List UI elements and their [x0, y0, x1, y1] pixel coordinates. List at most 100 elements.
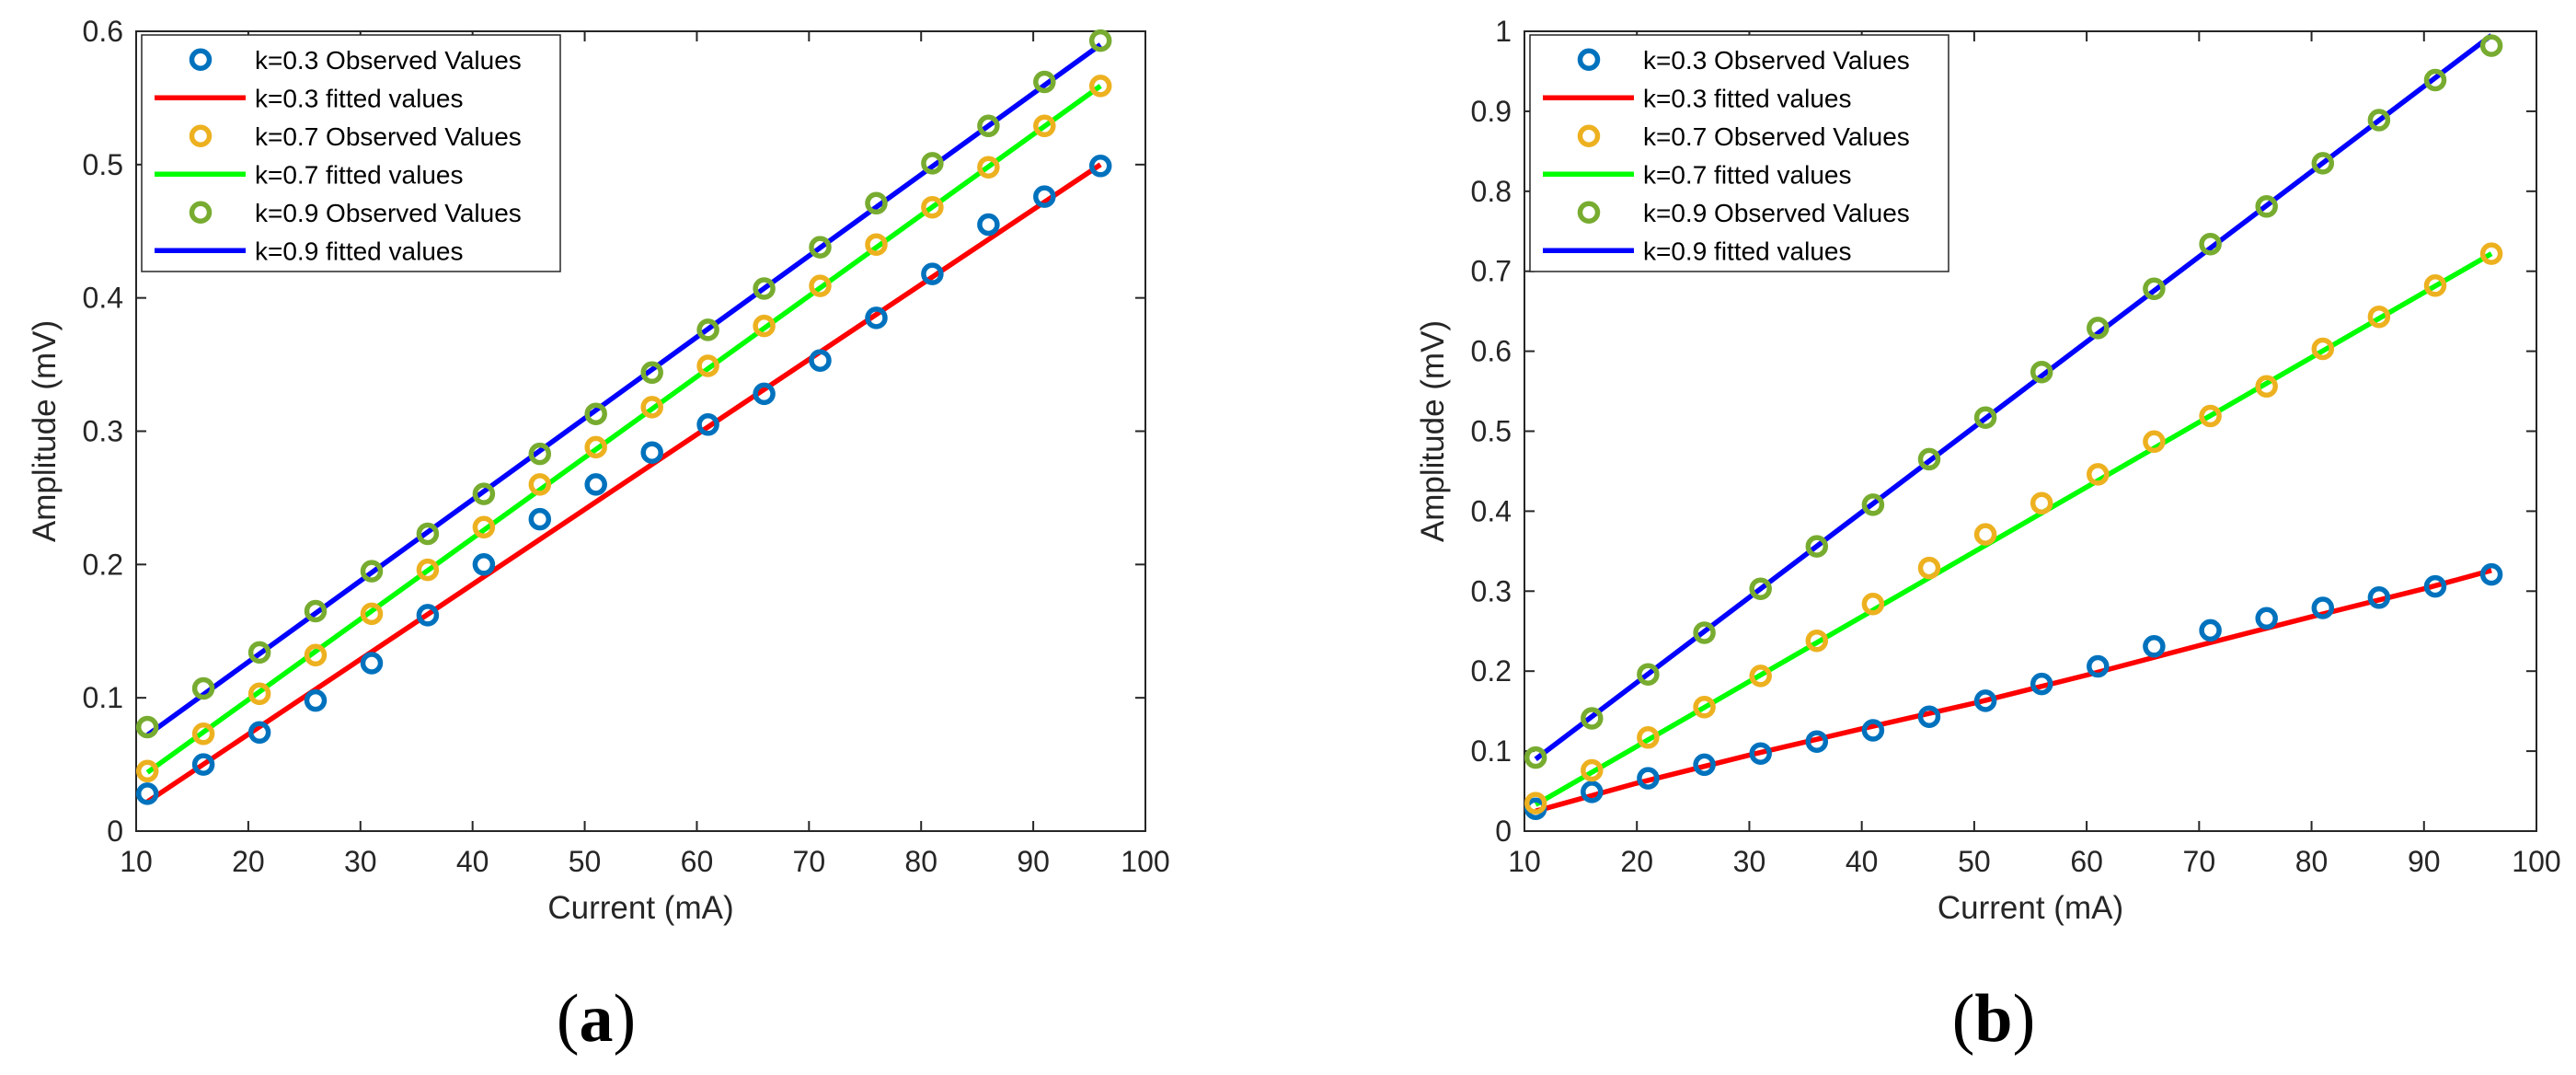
panel-a-ytick-label: 0 [107, 815, 123, 848]
panel-a-series-2-point [1033, 114, 1056, 138]
panel-a-xtick-label: 30 [344, 845, 377, 878]
panel-b-xtick-label: 80 [2295, 845, 2329, 878]
panel-b-series-2-point [2199, 404, 2222, 428]
panel-b-y-axis-label: Amplitude (mV) [1415, 320, 1451, 542]
panel-b-series-2-point [1917, 556, 1941, 580]
panel-a-legend-box [141, 34, 561, 272]
panel-a-series-2-point [360, 602, 384, 626]
panel-a-legend-marker-0 [189, 48, 213, 71]
panel-a-series-2-point [584, 435, 607, 459]
panel-b-series-4-point [1861, 493, 1885, 516]
panel-b-ytick-label: 0.9 [1471, 95, 1512, 128]
panel-a-series-0-point [191, 753, 215, 776]
panel-b-ytick-label: 0.7 [1471, 255, 1512, 288]
panel-b-legend-entry-2: k=0.7 Observed Values [1643, 122, 1910, 151]
panel-a-ytick-label: 0.6 [83, 15, 123, 48]
panel-a-series-4-point [247, 641, 271, 665]
panel-b-ytick-label: 0 [1495, 815, 1512, 848]
panel-a-series-0-point [416, 604, 440, 627]
panel-b-series-4-point [1524, 746, 1547, 769]
panel-b-series-2-point [2479, 242, 2503, 265]
panel-a-series-0-point [1088, 155, 1112, 178]
panel-b-xtick-label: 10 [1508, 845, 1541, 878]
panel-b-ytick-label: 0.4 [1471, 494, 1512, 527]
panel-b-legend-entry-0: k=0.3 Observed Values [1643, 46, 1910, 75]
panel-b-series-4-point [2479, 34, 2503, 57]
panel-b-series-4-point [1693, 621, 1716, 644]
panel-a-series-4-point [360, 560, 384, 583]
panel-a-y-axis-label: Amplitude (mV) [27, 320, 63, 542]
panel-a-x-axis-label: Current (mA) [547, 890, 733, 926]
panel-b-series-4-point [2311, 152, 2335, 175]
panel-b-xtick-label: 70 [2183, 845, 2216, 878]
panel-b-xtick-label: 60 [2070, 845, 2103, 878]
panel-a-series-4-point [753, 277, 776, 300]
panel-a-ytick-label: 0.4 [83, 282, 123, 315]
panel-a-series-4-point [921, 152, 944, 175]
panel-a-label: (a) [557, 981, 636, 1057]
panel-a-xtick-label: 70 [793, 845, 826, 878]
panel-b-xtick-label: 100 [2512, 845, 2560, 878]
panel-a-xtick-label: 90 [1017, 845, 1050, 878]
panel-a-series-4-point [135, 715, 159, 739]
panel-a-ytick-label: 0.1 [83, 681, 123, 714]
panel-a-series-2-point [247, 682, 271, 706]
panel-b-legend-entry-4: k=0.9 Observed Values [1643, 199, 1910, 227]
panel-b-ytick-label: 0.1 [1471, 734, 1512, 768]
panel-a-xtick-label: 100 [1121, 845, 1169, 878]
panel-a-series-0-point [977, 213, 1000, 237]
panel-a-series-0-point [921, 262, 944, 285]
panel-a-legend-entry-1: k=0.3 fitted values [255, 84, 463, 112]
panel-b-series-2-point [1581, 758, 1604, 782]
panel-b-series-4-point [2423, 68, 2447, 92]
panel-b-series-2-point [2255, 375, 2278, 399]
panel-b-series-0-point [2087, 654, 2110, 678]
panel-a-series-2-point [1088, 75, 1112, 98]
panel-a-series-0-point [247, 721, 271, 745]
panel-a-legend-marker-2 [189, 124, 213, 147]
panel-a-series-2-point [416, 558, 440, 582]
panel-b-series-4-point [1917, 447, 1941, 471]
panel-b-series-0-point [1749, 742, 1772, 765]
panel-b-series-0-point [2367, 586, 2391, 609]
panel-a-series-4-point [696, 318, 719, 341]
panel-b-series-2-point [1637, 726, 1660, 749]
panel-a-series-0-point [865, 306, 888, 329]
panel-b-ytick-label: 0.5 [1471, 415, 1512, 448]
panel-a-series-0-point [528, 507, 552, 531]
panel-a-series-0-point [640, 441, 663, 464]
panel-a-series-0-point [472, 553, 496, 576]
panel-b-series-2-point [1749, 665, 1772, 688]
panel-a-series-4-point [865, 191, 888, 215]
panel-a-series-2-point [753, 314, 776, 338]
panel-b-legend-box [1529, 34, 1949, 272]
panel-b-series-2-point [2423, 274, 2447, 297]
panel-b-ytick-label: 0.6 [1471, 335, 1512, 368]
panel-a-series-4-point [528, 442, 552, 466]
panel-a-xtick-label: 20 [232, 845, 265, 878]
panel-b-series-4-point [1581, 707, 1604, 730]
panel-a-series-4-point [640, 361, 663, 385]
panel-a-series-4-point [584, 402, 607, 425]
panel-a-series-4-point [1033, 70, 1056, 94]
panel-a-xtick-label: 60 [681, 845, 714, 878]
panel-b-series-4-point [2199, 232, 2222, 256]
panel-b-series-2-point [2143, 430, 2166, 454]
panel-b-xtick-label: 40 [1846, 845, 1879, 878]
panel-a-xtick-label: 50 [569, 845, 602, 878]
panel-a-series-2-point [696, 354, 719, 377]
panel-a-series-0-point [360, 652, 384, 675]
panel-b-ytick-label: 0.8 [1471, 175, 1512, 208]
panel-a-series-0-point [809, 349, 832, 372]
panel-b-series-4-point [2087, 317, 2110, 340]
panel-b-series-0-point [1917, 705, 1941, 728]
panel-b-legend-entry-5: k=0.9 fitted values [1643, 237, 1851, 265]
panel-b-series-0-point [1581, 780, 1604, 803]
panel-a-series-0-point [696, 413, 719, 436]
panel-b-series-0-point [1637, 767, 1660, 790]
panel-a-legend-marker-4 [189, 201, 213, 224]
panel-a-xtick-label: 80 [904, 845, 937, 878]
panel-a-ytick-label: 0.5 [83, 148, 123, 181]
panel-b-series-4-point [1805, 535, 1829, 558]
